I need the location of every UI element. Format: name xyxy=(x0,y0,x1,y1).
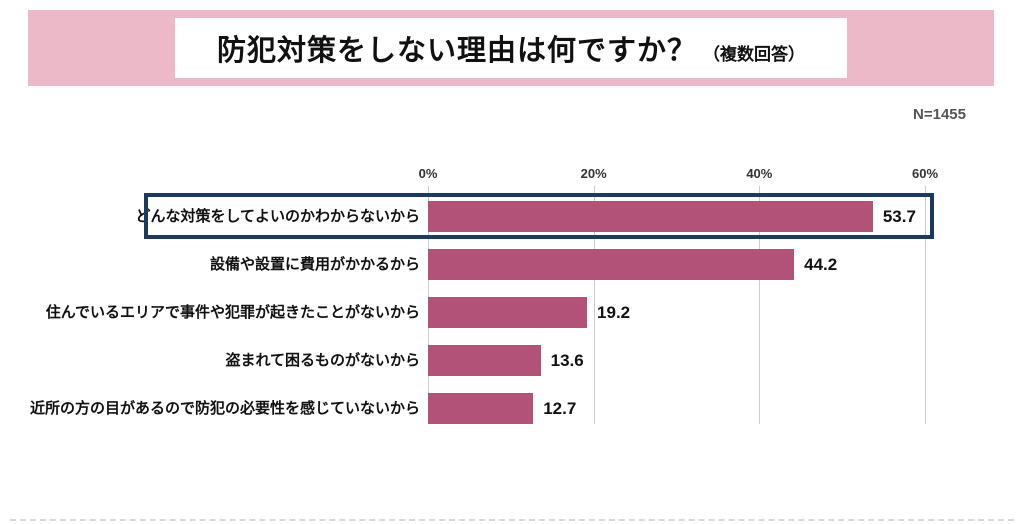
gridline xyxy=(925,186,926,424)
value-label: 12.7 xyxy=(543,399,577,418)
category-label: 住んでいるエリアで事件や犯罪が起きたことがないから xyxy=(45,304,420,321)
category-label: 近所の方の目があるので防犯の必要性を感じていないから xyxy=(29,400,420,417)
x-tick-label: 40% xyxy=(746,166,773,181)
bar xyxy=(428,201,873,232)
gridline xyxy=(593,186,595,424)
category-label: 設備や設置に費用がかかるから xyxy=(209,256,420,273)
title-banner: 防犯対策をしない理由は何ですか？ （複数回答） xyxy=(28,10,994,86)
bar xyxy=(428,297,588,328)
value-label: 53.7 xyxy=(882,207,916,226)
bar xyxy=(428,249,795,280)
highlight-box xyxy=(144,193,934,239)
sample-size: N=1455 xyxy=(913,106,966,123)
x-tick-label: 0% xyxy=(418,166,438,181)
x-tick-label: 60% xyxy=(911,166,939,181)
gridline xyxy=(759,186,761,424)
bar xyxy=(428,345,541,376)
page-edge-line xyxy=(10,519,1014,521)
category-label: どんな対策をしてよいのかわからないから xyxy=(135,208,420,225)
value-label: 44.2 xyxy=(804,255,838,274)
value-label: 13.6 xyxy=(550,351,584,370)
category-label: 盗まれて困るものがないから xyxy=(225,352,420,369)
x-tick-label: 20% xyxy=(580,166,607,181)
bar xyxy=(428,393,534,424)
title-box: 防犯対策をしない理由は何ですか？ （複数回答） xyxy=(174,18,847,78)
value-label: 19.2 xyxy=(597,303,631,322)
page-title: 防犯対策をしない理由は何ですか？ xyxy=(216,35,697,67)
title-note: （複数回答） xyxy=(703,45,805,64)
